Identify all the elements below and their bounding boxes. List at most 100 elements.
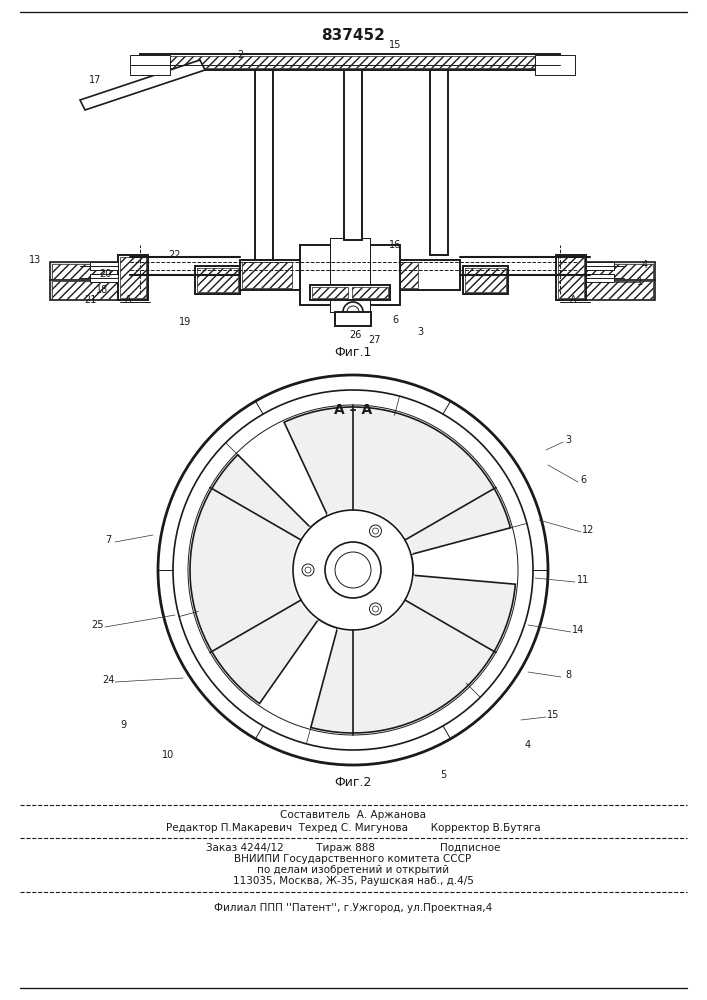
Text: Фиг.2: Фиг.2 [334,776,372,788]
Text: 15: 15 [547,710,559,720]
Text: 6: 6 [392,315,398,325]
Text: 18: 18 [96,285,108,295]
Bar [330,238,370,312]
Bar [90,274,118,282]
Bar [586,262,614,270]
Bar [300,245,400,305]
Text: 6: 6 [580,475,586,485]
Bar [52,281,128,299]
Text: 26: 26 [349,330,361,340]
Bar [90,262,118,270]
Text: 837452: 837452 [321,27,385,42]
Bar [310,285,390,300]
Bar [52,264,128,279]
Text: 4: 4 [642,260,648,270]
Text: 1: 1 [637,277,643,287]
Text: 3: 3 [565,435,571,445]
Text: 16: 16 [389,240,401,250]
Ellipse shape [293,510,413,630]
Text: 22: 22 [169,250,181,260]
Bar [577,264,653,279]
Bar [130,55,170,75]
Bar [118,255,148,300]
Wedge shape [327,508,413,570]
Text: 5: 5 [440,770,446,780]
Circle shape [370,525,382,537]
Ellipse shape [325,542,381,598]
Polygon shape [80,60,205,110]
Text: 11: 11 [577,575,589,585]
Text: по делам изобретений и открытий: по делам изобретений и открытий [257,865,449,875]
Text: 3: 3 [417,327,423,337]
Text: 8: 8 [565,670,571,680]
Ellipse shape [293,510,413,630]
Text: Редактор П.Макаревич  Техред С. Мигунова       Корректор В.Бутяга: Редактор П.Макаревич Техред С. Мигунова … [165,823,540,833]
Bar [195,266,240,294]
Bar [140,54,560,70]
Bar [142,56,558,68]
Text: ВНИИПИ Государственного комитета СССР: ВНИИПИ Государственного комитета СССР [235,854,472,864]
Text: 113035, Москва, Ж-35, Раушская наб., д.4/5: 113035, Москва, Ж-35, Раушская наб., д.4… [233,876,474,886]
Bar [368,262,418,288]
Bar [118,255,148,300]
Bar [463,266,508,294]
Text: 19: 19 [179,317,191,327]
Wedge shape [190,455,353,704]
Bar [556,255,586,300]
Wedge shape [291,526,353,621]
Ellipse shape [335,552,371,588]
Bar [50,280,130,300]
Bar [335,312,371,326]
Circle shape [343,302,363,322]
Text: Фиг.1: Фиг.1 [334,346,372,359]
Wedge shape [311,570,515,733]
Text: 12: 12 [582,525,594,535]
Bar [344,60,362,240]
Bar [335,312,371,326]
Text: 14: 14 [572,625,584,635]
Bar [50,262,130,280]
Text: Заказ 4244/12          Тираж 888                    Подписное: Заказ 4244/12 Тираж 888 Подписное [206,843,500,853]
Bar [330,238,370,312]
Bar [465,268,506,292]
Ellipse shape [325,542,381,598]
Bar [197,268,238,292]
Bar [535,55,575,75]
Bar [310,285,390,300]
Wedge shape [284,407,510,570]
Bar [140,54,560,70]
Text: 17: 17 [89,75,101,85]
Bar [556,255,586,300]
Circle shape [370,603,382,615]
Bar [577,281,653,299]
Bar [120,257,146,298]
Bar [463,266,508,294]
Text: А – А: А – А [334,403,372,417]
Text: Филиал ППП ''Патент'', г.Ужгород, ул.Проектная,4: Филиал ППП ''Патент'', г.Ужгород, ул.Про… [214,903,492,913]
Bar [312,287,348,298]
Bar [255,60,273,260]
Bar [586,274,614,282]
Bar [300,245,400,305]
Text: 15: 15 [389,40,401,50]
Ellipse shape [335,552,371,588]
Text: 2: 2 [237,50,243,60]
Text: А: А [124,295,132,305]
Text: 13: 13 [29,255,41,265]
Bar [430,60,448,255]
Bar [242,262,292,288]
Text: 9: 9 [120,720,126,730]
Bar [240,260,460,290]
Bar [344,60,362,240]
Bar [558,257,584,298]
Bar [352,287,388,298]
Text: Составитель  А. Аржанова: Составитель А. Аржанова [280,810,426,820]
Text: 7: 7 [105,535,111,545]
Text: 20: 20 [99,269,111,279]
Text: 25: 25 [92,620,104,630]
Bar [240,260,460,290]
Text: 21: 21 [84,295,96,305]
Bar [195,266,240,294]
Wedge shape [337,570,415,632]
Bar [575,262,655,280]
